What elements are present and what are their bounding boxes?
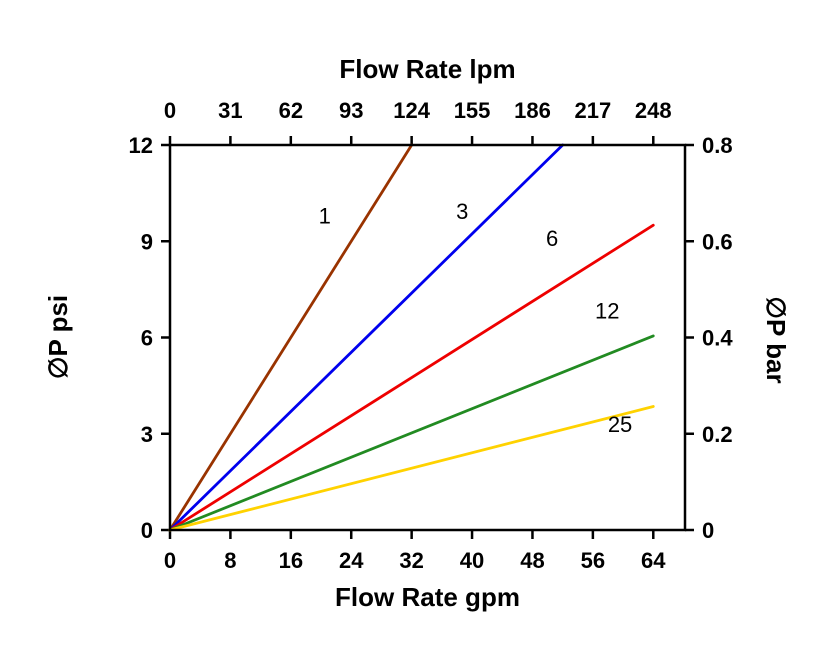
svg-text:31: 31	[218, 98, 242, 123]
series-line-3	[168, 143, 565, 532]
series-label-25: 25	[608, 412, 632, 437]
svg-text:12: 12	[129, 133, 153, 158]
svg-text:3: 3	[141, 422, 153, 447]
svg-text:56: 56	[581, 548, 605, 573]
svg-text:16: 16	[279, 548, 303, 573]
axis-ticks	[161, 136, 694, 539]
svg-text:0.2: 0.2	[702, 422, 733, 447]
series-line-25	[168, 405, 655, 532]
svg-text:0: 0	[141, 518, 153, 543]
top-axis-title: Flow Rate lpm	[339, 54, 516, 84]
svg-text:0: 0	[702, 518, 714, 543]
svg-text:6: 6	[141, 326, 153, 351]
svg-text:0.4: 0.4	[702, 326, 733, 351]
svg-text:93: 93	[339, 98, 363, 123]
series-line-1	[168, 143, 414, 532]
svg-text:248: 248	[635, 98, 672, 123]
svg-text:0.8: 0.8	[702, 133, 733, 158]
series-label-12: 12	[595, 298, 619, 323]
svg-text:32: 32	[399, 548, 423, 573]
series-label-1: 1	[319, 204, 331, 229]
svg-text:186: 186	[514, 98, 551, 123]
series-labels: 1 3 6 12 25	[319, 199, 633, 437]
series-line-6	[168, 223, 655, 532]
svg-text:64: 64	[641, 548, 666, 573]
svg-text:48: 48	[520, 548, 544, 573]
svg-text:8: 8	[224, 548, 236, 573]
svg-text:217: 217	[575, 98, 612, 123]
series-label-3: 3	[456, 199, 468, 224]
svg-text:155: 155	[454, 98, 491, 123]
svg-text:40: 40	[460, 548, 484, 573]
svg-text:124: 124	[393, 98, 430, 123]
svg-text:0: 0	[164, 98, 176, 123]
svg-text:0: 0	[164, 548, 176, 573]
series-label-6: 6	[546, 226, 558, 251]
svg-text:9: 9	[141, 229, 153, 254]
svg-text:0.6: 0.6	[702, 229, 733, 254]
bottom-axis-title: Flow Rate gpm	[335, 582, 520, 612]
series-line-12	[168, 334, 655, 532]
right-axis-title: ∅P bar	[761, 296, 791, 384]
svg-text:62: 62	[279, 98, 303, 123]
svg-text:24: 24	[339, 548, 364, 573]
plot-frame	[168, 143, 687, 532]
left-axis-title: ∅P psi	[43, 294, 73, 380]
